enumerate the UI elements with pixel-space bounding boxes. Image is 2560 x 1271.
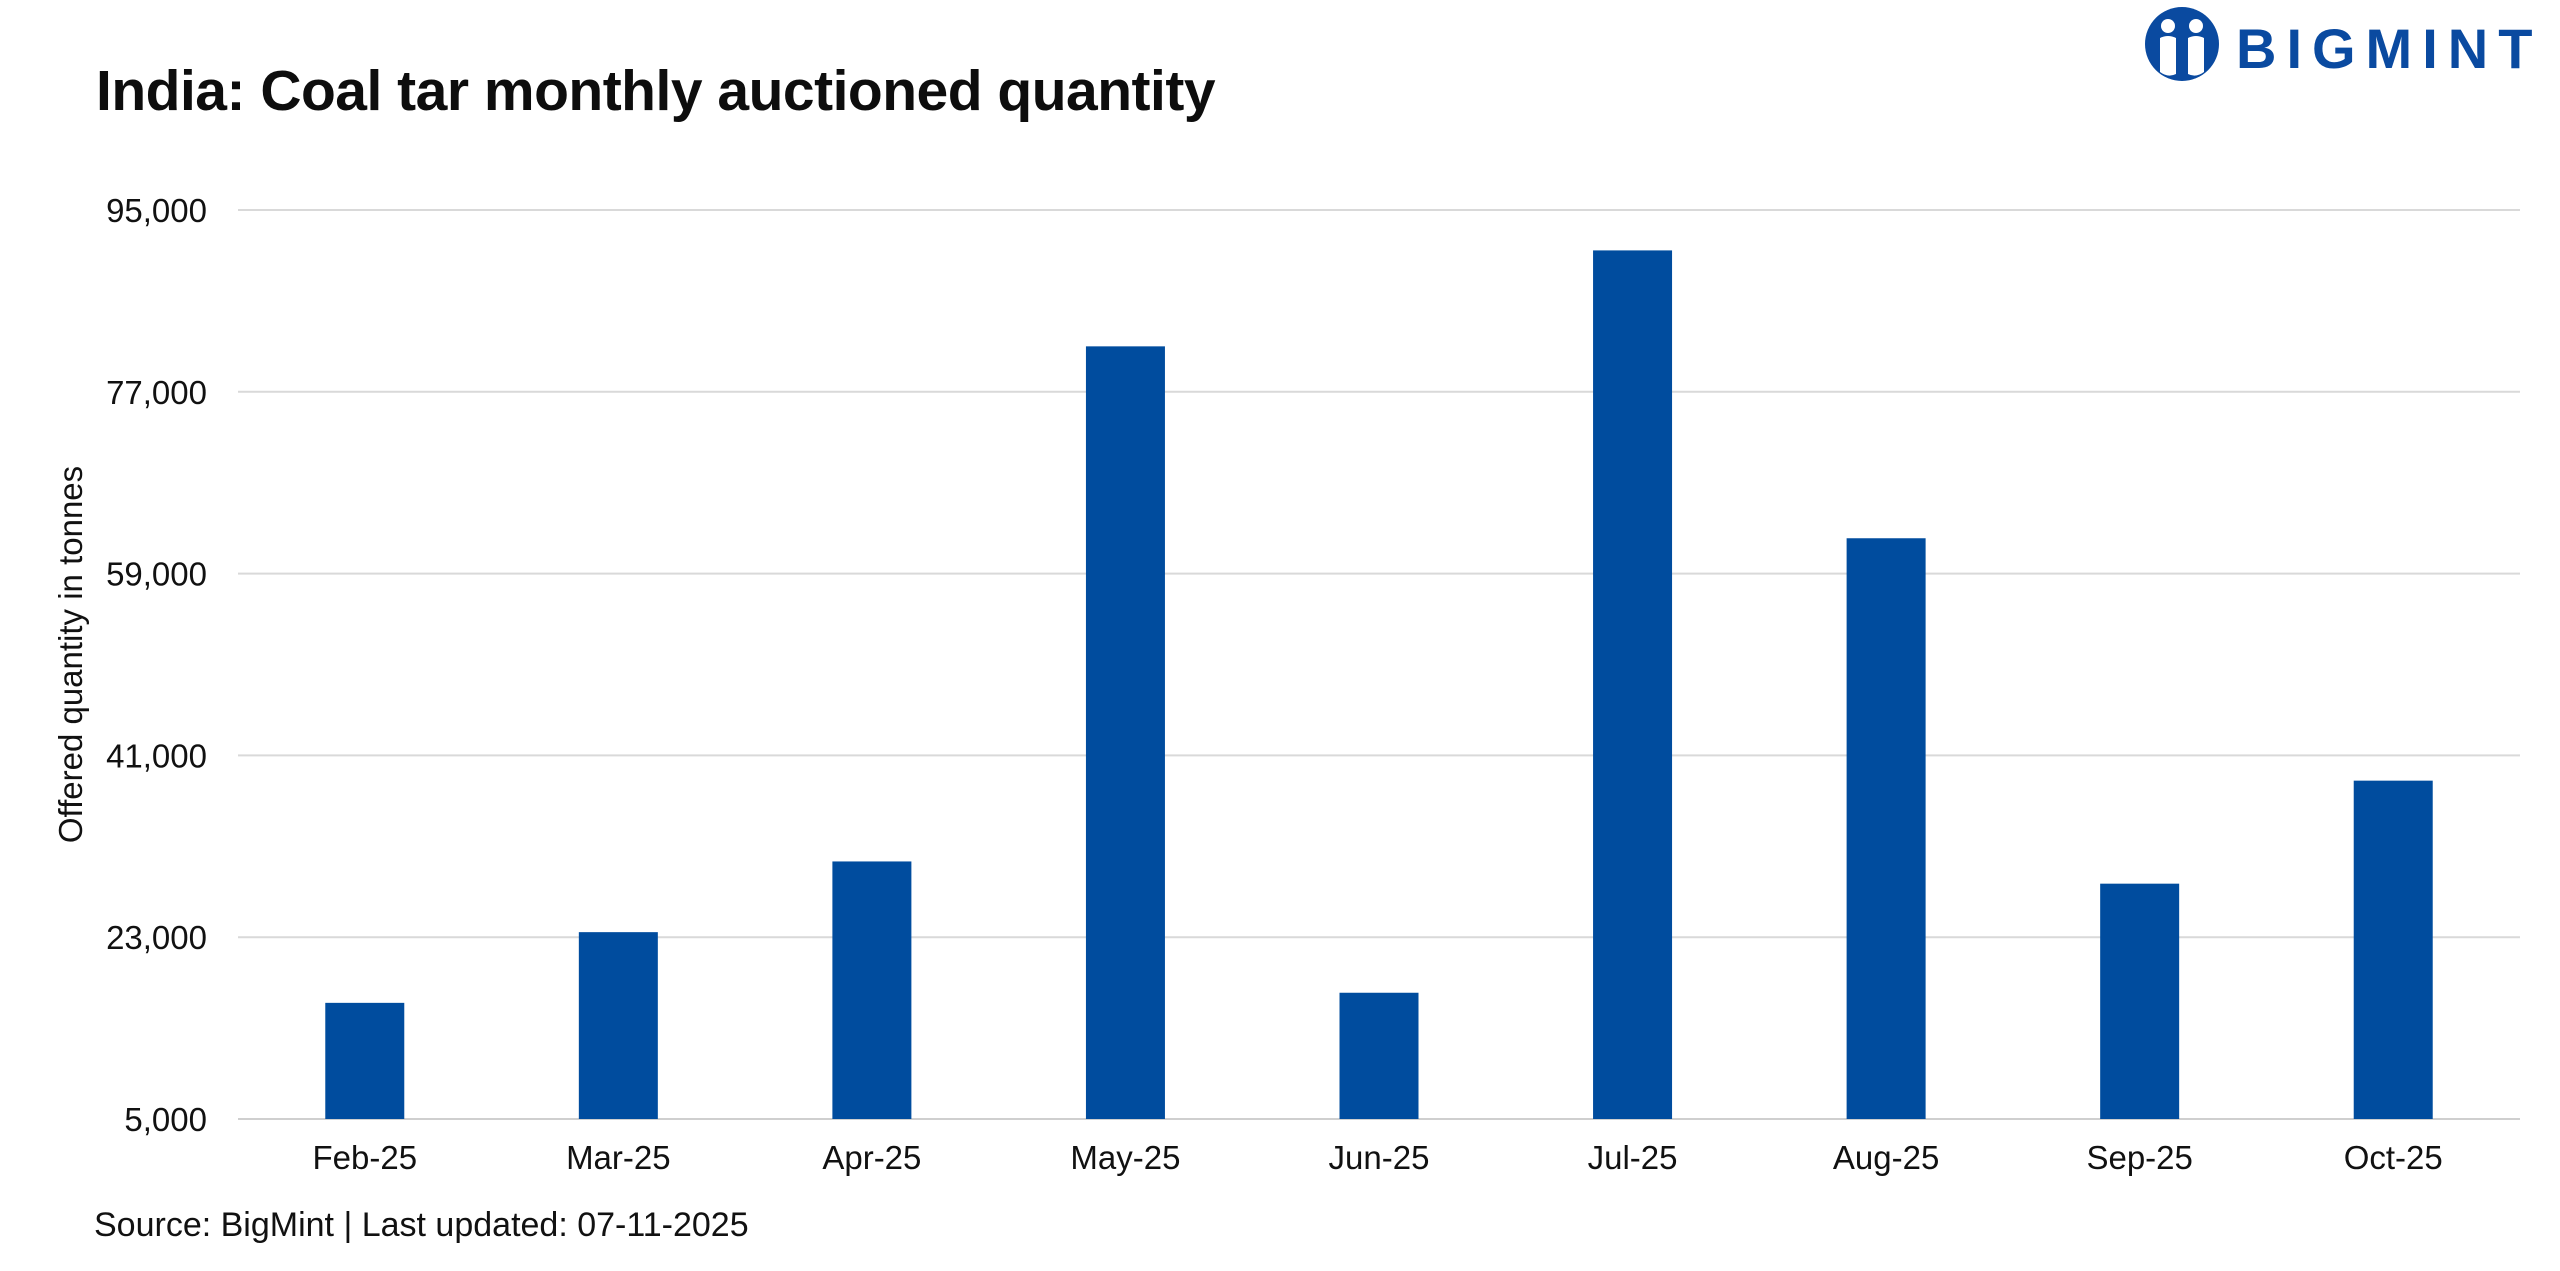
y-axis-title: Offered quantity in tonnes	[52, 466, 89, 843]
x-tick-label: Jul-25	[1588, 1139, 1678, 1176]
bigmint-logo: BIGMINT	[2140, 2, 2540, 86]
bigmint-people-icon	[2145, 7, 2219, 81]
y-axis-ticks: 5,000 23,000 41,000 59,000 77,000 95,000	[106, 192, 207, 1138]
y-tick-label: 41,000	[106, 737, 207, 774]
bar-may-25	[1085, 346, 1165, 1120]
bar-jul-25	[1593, 250, 1673, 1119]
bar-sep-25	[2100, 883, 2180, 1119]
chart-title: India: Coal tar monthly auctioned quanti…	[96, 59, 1216, 123]
x-tick-label: Oct-25	[2344, 1139, 2443, 1176]
bar-oct-25	[2353, 780, 2433, 1119]
bar-aug-25	[1846, 538, 1926, 1119]
x-tick-label: Mar-25	[566, 1139, 671, 1176]
bar-apr-25	[832, 861, 912, 1119]
x-tick-label: Jun-25	[1329, 1139, 1430, 1176]
x-tick-label: Apr-25	[822, 1139, 921, 1176]
x-tick-label: Sep-25	[2086, 1139, 2192, 1176]
y-tick-label: 77,000	[106, 374, 207, 411]
bar-feb-25	[325, 1002, 405, 1119]
x-tick-label: Feb-25	[312, 1139, 417, 1176]
y-tick-label: 95,000	[106, 192, 207, 229]
bar-mar-25	[578, 932, 658, 1119]
bar-jun-25	[1339, 992, 1419, 1119]
x-axis-ticks: Feb-25 Mar-25 Apr-25 May-25 Jun-25 Jul-25 Aug-…	[312, 1139, 2442, 1176]
logo-text: BIGMINT	[2236, 17, 2543, 80]
x-tick-label: Aug-25	[1833, 1139, 1939, 1176]
bars	[325, 250, 2433, 1120]
y-tick-label: 5,000	[124, 1101, 207, 1138]
y-tick-label: 59,000	[106, 556, 207, 593]
x-tick-label: May-25	[1070, 1139, 1180, 1176]
source-note: Source: BigMint | Last updated: 07-11-20…	[94, 1206, 749, 1244]
y-tick-label: 23,000	[106, 919, 207, 956]
